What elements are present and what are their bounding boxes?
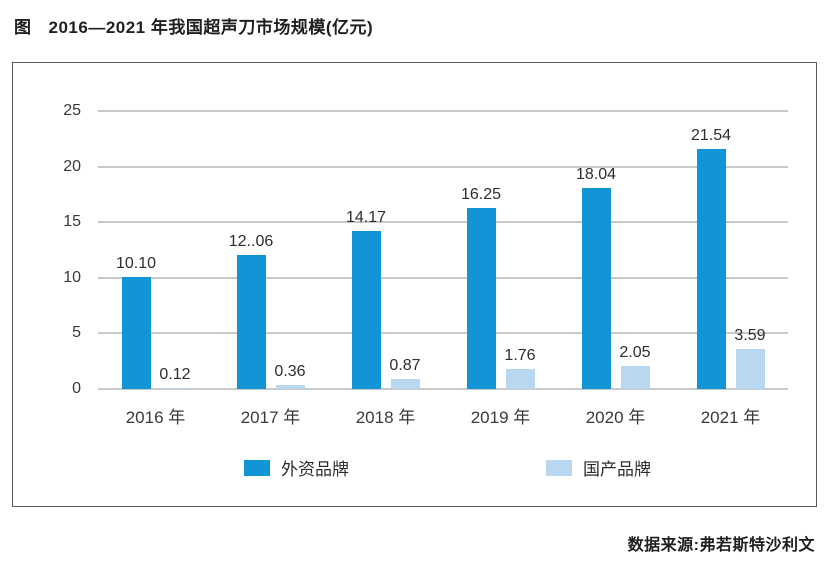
legend-label-domestic: 国产品牌 [583,460,651,479]
bar-foreign-brand: 14.17 [346,209,386,389]
legend-item-foreign-brand: 外资品牌 [244,455,349,480]
figure-title-prefix: 图 [14,18,32,37]
bar-domestic-brand: 1.76 [504,347,536,389]
bar-foreign-brand: 12..06 [229,233,273,389]
bar-value-label: 0.12 [159,365,191,383]
bar-value-label: 2.05 [619,344,651,362]
gridline [98,388,788,390]
bar-domestic-brand: 0.12 [159,366,191,389]
figure-title-text: 2016—2021 年我国超声刀市场规模(亿元) [48,18,374,37]
y-tick-label: 20 [63,157,81,175]
y-tick-label: 0 [72,380,81,397]
legend-label-foreign: 外资品牌 [281,460,349,479]
x-axis-label: 2019 年 [470,408,531,427]
gridline [98,276,788,279]
x-axis-label: 2017 年 [240,408,301,427]
bar-group: 16.25 1.76 2019 年 [443,111,558,427]
bar-value-label: 16.25 [460,186,502,204]
gridline [98,165,788,168]
bar-domestic-brand: 3.59 [734,327,766,389]
bar-value-label: 18.04 [575,166,617,184]
bar-value-label: 0.36 [274,363,306,380]
bar-value-label: 3.59 [734,327,766,345]
y-tick-label: 15 [63,213,81,231]
y-tick-label: 10 [63,268,81,286]
bar-foreign-brand: 21.54 [691,127,731,389]
bar-value-label: 1.76 [504,347,536,365]
gridline [98,332,788,335]
chart-frame: 0 5 10 15 20 25 10.10 0.12 2016 年 12..06 0.36 2017 … [12,62,817,507]
bar-value-label: 10.10 [115,254,157,272]
figure-title: 图 2016—2021 年我国超声刀市场规模(亿元) [14,13,373,38]
chart-legend: 外资品牌 国产品牌 [13,455,816,480]
x-axis-label: 2016 年 [125,408,186,427]
bar-foreign-brand: 18.04 [576,166,616,389]
bar-value-label: 21.54 [690,127,732,145]
bar-group: 14.17 0.87 2018 年 [328,111,443,427]
legend-swatch-domestic [546,459,572,476]
plot-area: 0 5 10 15 20 25 10.10 0.12 2016 年 12..06 0.36 2017 … [63,102,788,427]
bar-group: 12..06 0.36 2017 年 [213,111,328,427]
bar-group: 18.04 2.05 2020 年 [558,111,673,427]
data-source-note: 数据来源:弗若斯特沙利文 [627,537,815,554]
x-axis-label: 2020 年 [585,408,646,427]
bar-value-label: 14.17 [345,209,387,227]
y-tick-label: 5 [72,324,81,342]
bar-foreign-brand: 16.25 [461,186,501,389]
y-tick-label: 25 [63,102,81,119]
bar-domestic-brand: 0.87 [389,357,421,389]
x-axis-label: 2021 年 [700,408,761,427]
gridline [98,221,788,224]
bar-domestic-brand: 0.36 [274,363,306,389]
bar-group: 10.10 0.12 2016 年 [98,111,213,427]
bar-group: 21.54 3.59 2021 年 [673,111,788,427]
bar-value-label: 0.87 [389,357,421,375]
bar-value-label: 12..06 [228,232,274,250]
bar-domestic-brand: 2.05 [619,344,651,389]
gridline [98,110,788,112]
legend-item-domestic-brand: 国产品牌 [546,455,651,480]
legend-swatch-foreign [244,459,270,476]
x-axis-label: 2018 年 [355,408,416,427]
bar-foreign-brand: 10.10 [116,255,156,389]
